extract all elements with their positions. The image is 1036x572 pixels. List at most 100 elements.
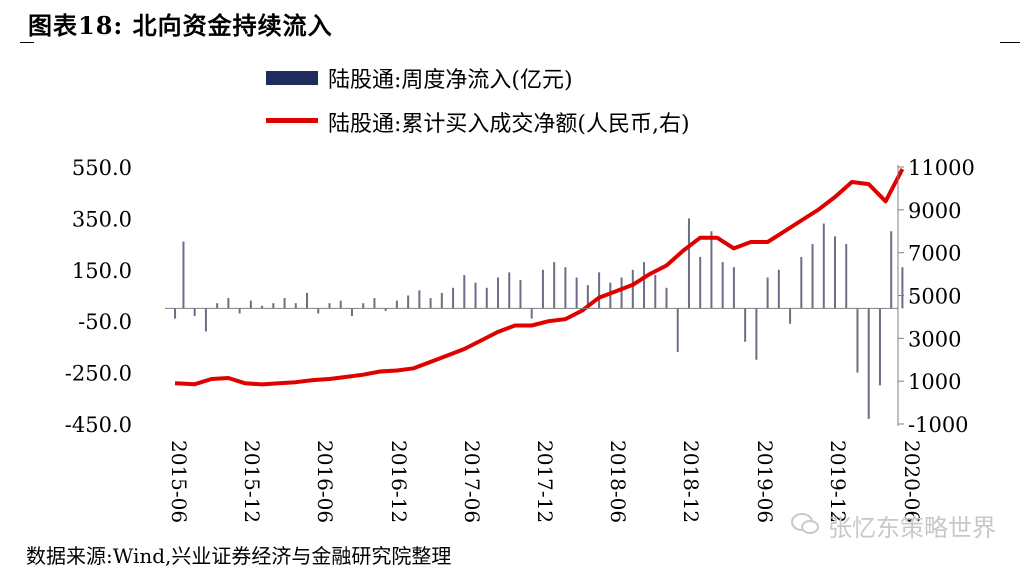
x-tick-label: 2020-06 xyxy=(900,440,924,523)
right-tick-label: 11000 xyxy=(908,156,975,180)
bar xyxy=(834,236,837,309)
bar xyxy=(643,262,646,309)
bar xyxy=(609,282,612,309)
title-rule-right xyxy=(1000,42,1020,43)
legend-bar-label: 陆股通:周度净流入(亿元) xyxy=(328,68,573,93)
x-tick-label: 2016-06 xyxy=(313,440,337,523)
bar xyxy=(249,300,252,309)
right-axis-ticks: 11000 9000 7000 5000 3000 1000 -1000 xyxy=(898,156,975,437)
bar xyxy=(216,303,219,309)
title-rule-left xyxy=(20,42,34,43)
x-tick-label: 2019-12 xyxy=(826,440,850,523)
right-tick-label: 5000 xyxy=(908,285,961,309)
bar xyxy=(350,308,353,317)
bar xyxy=(856,308,859,373)
left-tick-label: 550.0 xyxy=(72,156,132,180)
bar xyxy=(193,308,196,317)
wechat-icon xyxy=(791,513,819,534)
bar-series xyxy=(174,218,904,419)
bar xyxy=(598,272,601,309)
left-tick-label: -250.0 xyxy=(65,362,132,386)
right-tick-label: 3000 xyxy=(908,327,961,351)
bar xyxy=(463,274,466,309)
bar xyxy=(744,308,747,342)
x-tick-label: 2017-06 xyxy=(460,440,484,523)
bar xyxy=(867,308,870,419)
bar xyxy=(665,287,668,309)
bar xyxy=(204,308,207,332)
bar xyxy=(766,277,769,309)
bar xyxy=(294,303,297,309)
bar xyxy=(272,303,275,309)
right-tick-label: 7000 xyxy=(908,242,961,266)
bar xyxy=(440,292,443,309)
bar xyxy=(496,277,499,309)
right-tick-label: 9000 xyxy=(908,199,961,223)
bar xyxy=(890,231,893,309)
left-tick-label: -450.0 xyxy=(65,413,132,437)
bar xyxy=(620,277,623,309)
bar xyxy=(631,269,634,309)
right-tick-label: 1000 xyxy=(908,370,961,394)
bar xyxy=(418,290,421,309)
x-axis-ticks: 2015-06 2015-12 2016-06 2016-12 2017-06 2017-… xyxy=(167,440,924,523)
bar xyxy=(822,223,825,309)
legend-line-swatch xyxy=(266,118,318,123)
bar xyxy=(845,244,848,309)
bar xyxy=(339,300,342,309)
bar xyxy=(362,303,365,309)
right-tick-label: -1000 xyxy=(908,413,969,437)
bar xyxy=(530,308,533,319)
bar xyxy=(811,244,814,309)
bar xyxy=(789,308,792,324)
axes xyxy=(165,165,899,426)
bar xyxy=(901,267,904,309)
left-tick-label: -50.0 xyxy=(78,310,132,334)
source-note: 数据来源:Wind,兴业证券经济与金融研究院整理 xyxy=(26,544,452,568)
bar xyxy=(317,308,320,314)
bar xyxy=(777,269,780,309)
bar xyxy=(586,285,589,309)
bar xyxy=(553,262,556,309)
bar xyxy=(174,308,177,319)
bar xyxy=(676,308,679,353)
bar xyxy=(261,305,264,309)
bar xyxy=(407,295,410,309)
bar xyxy=(283,298,286,309)
bar xyxy=(227,298,230,309)
bar xyxy=(541,269,544,309)
bar xyxy=(732,267,735,309)
bar xyxy=(485,287,488,309)
x-tick-label: 2017-12 xyxy=(533,440,557,523)
bar xyxy=(800,256,803,309)
left-axis-ticks: 550.0 350.0 150.0 -50.0 -250.0 -450.0 xyxy=(65,156,132,437)
bar xyxy=(755,308,758,360)
x-tick-label: 2015-12 xyxy=(240,440,264,523)
page-title: 图表18: 北向资金持续流入 xyxy=(28,11,333,40)
bar xyxy=(710,231,713,309)
bar xyxy=(699,256,702,309)
bar xyxy=(182,241,185,309)
bar xyxy=(654,274,657,309)
legend-line-label: 陆股通:累计买入成交净额(人民币,右) xyxy=(328,112,690,137)
bar xyxy=(878,308,881,386)
left-tick-label: 150.0 xyxy=(72,259,132,283)
bar xyxy=(452,287,455,309)
bar xyxy=(306,292,309,309)
watermark: 张忆东策略世界 xyxy=(828,514,996,542)
bar xyxy=(238,308,241,314)
bar xyxy=(395,300,398,309)
bar xyxy=(474,282,477,309)
bar xyxy=(575,277,578,309)
bar xyxy=(373,298,376,309)
bar xyxy=(721,262,724,309)
x-tick-label: 2018-06 xyxy=(606,440,630,523)
x-tick-label: 2016-12 xyxy=(387,440,411,523)
bar xyxy=(687,218,690,309)
bar xyxy=(328,303,331,309)
x-tick-label: 2015-06 xyxy=(167,440,191,523)
line-series xyxy=(174,168,905,387)
legend-bar-swatch xyxy=(266,71,318,85)
bar xyxy=(564,267,567,309)
